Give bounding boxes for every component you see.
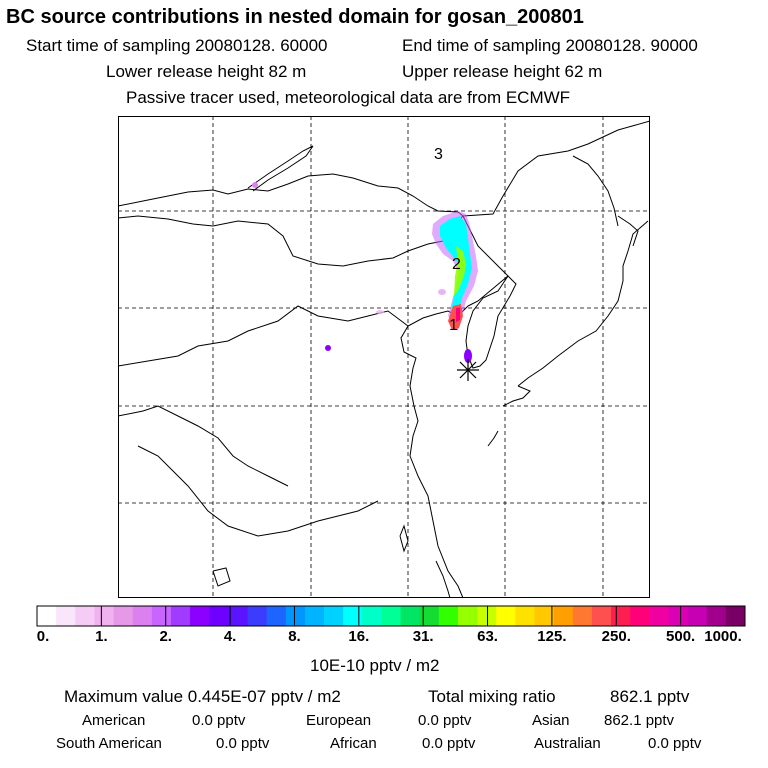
australian-value: 0.0 pptv: [648, 735, 702, 752]
australian-label: Australian: [534, 735, 601, 752]
scale-tick-label: 0.: [36, 628, 50, 645]
scale-tick-label: 2.: [159, 628, 172, 645]
scale-swatch: [151, 606, 172, 626]
african-label: African: [330, 735, 377, 752]
start-time: Start time of sampling 20080128. 60000: [26, 36, 328, 55]
total-mixing-ratio-value: 862.1 pptv: [610, 687, 690, 706]
scale-swatch: [266, 606, 287, 626]
map-frame: [118, 116, 650, 598]
color-scale-bar: [36, 605, 746, 627]
scale-tick-label: 250.: [601, 628, 631, 645]
scale-swatch: [170, 606, 191, 626]
african-value: 0.0 pptv: [422, 735, 476, 752]
upper-release-height: Upper release height 62 m: [402, 62, 603, 81]
scale-swatch: [343, 606, 363, 626]
receptor-star-icon: [457, 359, 479, 381]
scale-swatch: [668, 606, 689, 626]
scale-swatch: [113, 606, 134, 626]
lower-release-height: Lower release height 82 m: [106, 62, 307, 81]
scale-tick-label: 31.: [412, 628, 434, 645]
scale-swatch: [132, 606, 153, 626]
scale-border: [36, 605, 746, 627]
scale-swatch: [611, 606, 631, 626]
scale-swatch: [438, 606, 459, 626]
scale-swatch: [687, 606, 708, 626]
scale-swatch: [56, 606, 76, 626]
scale-tick-label: 8.: [288, 628, 301, 645]
scale-swatch: [630, 606, 650, 626]
scale-swatch: [534, 606, 555, 626]
asian-value: 862.1 pptv: [604, 712, 675, 729]
map-panel: 3 2 1: [118, 116, 650, 598]
scale-swatch: [304, 606, 325, 626]
scale-tick-label: 16.: [348, 628, 370, 645]
scale-swatch: [381, 606, 402, 626]
american-label: American: [82, 712, 146, 729]
legend-units: 10E-10 pptv / m2: [310, 656, 440, 675]
map-label-2: 2: [452, 256, 461, 273]
plume-footprint: [252, 182, 478, 363]
scale-swatch: [228, 606, 248, 626]
scale-swatch: [324, 606, 344, 626]
scale-swatch: [419, 606, 440, 626]
scale-tick-label: 125.: [537, 628, 567, 645]
scale-swatch: [37, 606, 57, 626]
american-value: 0.0 pptv: [192, 712, 246, 729]
scale-swatch: [94, 606, 115, 626]
maximum-value: Maximum value 0.445E-07 pptv / m2: [64, 687, 341, 706]
coastlines-borders: [118, 120, 650, 598]
south-american-value: 0.0 pptv: [216, 735, 270, 752]
scale-tick-label: 1.: [95, 628, 108, 645]
plot-title: BC source contributions in nested domain…: [6, 6, 584, 28]
end-time: End time of sampling 20080128. 90000: [402, 36, 698, 55]
scale-swatch: [496, 606, 516, 626]
scale-swatch: [362, 606, 382, 626]
scale-swatch: [706, 606, 727, 626]
scale-swatch: [457, 606, 478, 626]
scale-swatch: [477, 606, 497, 626]
scale-swatch: [400, 606, 421, 626]
scale-swatch: [209, 606, 229, 626]
scale-swatch: [591, 606, 612, 626]
scale-swatch: [75, 606, 95, 626]
scale-swatch: [515, 606, 536, 626]
scale-swatch: [572, 606, 593, 626]
scale-swatch: [285, 606, 306, 626]
map-label-1: 1: [449, 317, 458, 334]
scale-swatch: [553, 606, 574, 626]
european-label: European: [306, 712, 372, 729]
scale-swatch: [247, 606, 268, 626]
asian-label: Asian: [532, 712, 570, 729]
scale-swatch: [190, 606, 210, 626]
total-mixing-ratio-label: Total mixing ratio: [428, 687, 556, 706]
scale-tick-label: 1000.: [704, 628, 742, 645]
scale-tick-label: 63.: [477, 628, 498, 645]
model-note: Passive tracer used, meteorological data…: [126, 88, 571, 107]
european-value: 0.0 pptv: [418, 712, 472, 729]
graticule: [118, 116, 650, 598]
south-american-label: South American: [56, 735, 162, 752]
scale-tick-label: 4.: [223, 628, 237, 645]
map-label-3: 3: [434, 146, 443, 163]
scale-swatch: [649, 606, 669, 626]
scale-swatch: [725, 606, 746, 626]
scale-tick-label: 500.: [666, 628, 696, 645]
